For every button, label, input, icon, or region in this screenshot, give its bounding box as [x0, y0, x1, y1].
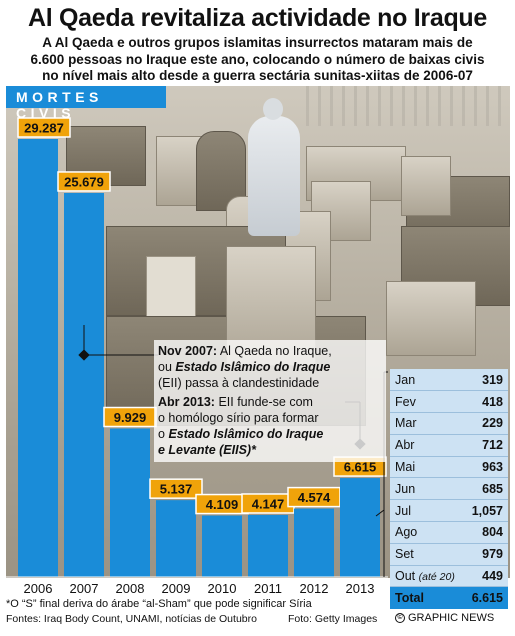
chart-banner: MORTES CIVIS — [6, 86, 166, 121]
table-row: Set 979 — [390, 543, 508, 566]
annotation-abr-2013-text3-pre: o — [158, 427, 169, 441]
annotation-nov-2007-text2-pre: ou — [158, 360, 176, 374]
annotation-abr-2013-lead: Abr 2013: — [158, 395, 215, 409]
value-label-2007: 25.679 — [64, 174, 104, 189]
annotation-abr-2013-text2: o homólogo sírio para formar — [158, 411, 319, 425]
value-label-2008: 9.929 — [114, 410, 147, 425]
table-total-row: Total 6.615 — [390, 586, 508, 609]
month-label: Jul — [390, 499, 465, 523]
table-row: Mar 229 — [390, 412, 508, 435]
x-tick-2007: 2007 — [70, 581, 99, 596]
month-value: 229 — [464, 412, 508, 435]
month-label: Mar — [390, 412, 465, 435]
subtitle-line-2: 6.600 pessoas no Iraque este ano, coloca… — [30, 51, 485, 67]
table-row: Out (até 20) 449 — [390, 565, 508, 588]
subtitle-line-3: no nível mais alto desde a guerra sectár… — [42, 68, 473, 83]
month-value: 963 — [464, 456, 508, 479]
x-tick-2011: 2011 — [254, 581, 282, 596]
month-label-text: Out — [395, 569, 416, 584]
sources: Fontes: Iraq Body Count, UNAMI, notícias… — [6, 613, 257, 625]
annotation-abr-2013-text1: EII funde-se com — [214, 395, 313, 409]
x-tick-2008: 2008 — [116, 581, 145, 596]
banner-label: MORTES CIVIS — [16, 89, 103, 121]
month-label: Out (até 20) — [390, 565, 465, 588]
annotation-nov-2007-lead: Nov 2007: — [158, 344, 218, 358]
brand-name: GRAPHIC NEWS — [408, 612, 495, 624]
annotation-nov-2007: Nov 2007: Al Qaeda no Iraque, ou Estado … — [158, 343, 368, 391]
x-tick-2006: 2006 — [24, 581, 53, 596]
month-note: (até 20) — [418, 571, 455, 584]
bar-2009 — [156, 500, 196, 577]
month-value: 979 — [464, 543, 508, 566]
month-value: 418 — [464, 390, 508, 414]
table-row: Jun 685 — [390, 477, 508, 501]
value-label-bg-2009 — [149, 478, 203, 499]
month-label: Ago — [390, 521, 465, 544]
copyright-icon: © — [395, 613, 405, 623]
bar-2008 — [110, 428, 150, 577]
bar-2010 — [202, 515, 242, 577]
page-title: Al Qaeda revitaliza actividade no Iraque — [27, 4, 487, 32]
table-row: Jul 1,057 — [390, 499, 508, 523]
bracket-pointer — [375, 509, 385, 517]
x-tick-2013: 2013 — [346, 581, 375, 596]
month-label: Abr — [390, 434, 465, 457]
monthly-table: Jan 319 Fev 418 Mar 229 Abr 712 Mai 963 Jun 68… — [390, 369, 508, 609]
table-row: Mai 963 — [390, 456, 508, 479]
month-label: Jan — [390, 369, 465, 392]
bar-2013 — [340, 478, 380, 577]
value-label-bg-2006 — [17, 117, 71, 138]
month-label: Jun — [390, 477, 465, 501]
table-row: Jan 319 — [390, 369, 508, 392]
annotation-nov-2007-text1: Al Qaeda no Iraque, — [217, 344, 332, 358]
value-label-2013: 6.615 — [344, 460, 377, 475]
annotation-nov-2007-text2-italic: Estado Islâmico do Iraque — [175, 360, 331, 374]
bar-2007 — [64, 192, 104, 577]
subtitle: A Al Qaeda e outros grupos islamitas ins… — [6, 35, 509, 85]
table-row: Ago 804 — [390, 521, 508, 544]
annotation-abr-2013-text4-italic: e Levante (EIIS)* — [158, 443, 256, 457]
bar-2011 — [248, 514, 288, 577]
month-label: Mai — [390, 456, 465, 479]
x-tick-2012: 2012 — [300, 581, 329, 596]
value-label-2012: 4.574 — [298, 490, 331, 505]
month-value: 804 — [464, 521, 508, 544]
month-value: 449 — [464, 565, 508, 588]
brand: © GRAPHIC NEWS — [395, 612, 494, 624]
value-label-bg-2007 — [57, 171, 111, 192]
subtitle-line-1: A Al Qaeda e outros grupos islamitas ins… — [42, 35, 473, 50]
value-label-2009: 5.137 — [160, 482, 193, 497]
photo-credit: Foto: Getty Images — [288, 613, 378, 625]
month-value: 319 — [464, 369, 508, 392]
table-row: Abr 712 — [390, 434, 508, 457]
bar-2012 — [294, 508, 334, 577]
table-row: Fev 418 — [390, 390, 508, 414]
total-label: Total — [390, 586, 465, 609]
footnote: *O “S” final deriva do árabe “al-Sham” q… — [6, 598, 312, 610]
annotation-abr-2013: Abr 2013: EII funde-se com o homólogo sí… — [158, 394, 368, 458]
x-tick-2009: 2009 — [162, 581, 191, 596]
annotation-background — [154, 340, 386, 462]
annotation-nov-2007-text3: (EII) passa à clandestinidade — [158, 376, 320, 390]
month-value: 712 — [464, 434, 508, 457]
month-label: Set — [390, 543, 465, 566]
value-label-2006: 29.287 — [24, 121, 64, 136]
total-value: 6.615 — [464, 586, 508, 609]
x-tick-2010: 2010 — [208, 581, 237, 596]
month-label: Fev — [390, 390, 465, 414]
value-label-2010: 4.109 — [206, 497, 239, 512]
month-value: 1,057 — [464, 499, 508, 523]
annotation-abr-2013-text3-italic: Estado Islâmico do Iraque — [168, 427, 324, 441]
value-label-2011: 4.147 — [252, 496, 285, 511]
month-value: 685 — [464, 477, 508, 501]
bar-2006 — [18, 139, 58, 577]
